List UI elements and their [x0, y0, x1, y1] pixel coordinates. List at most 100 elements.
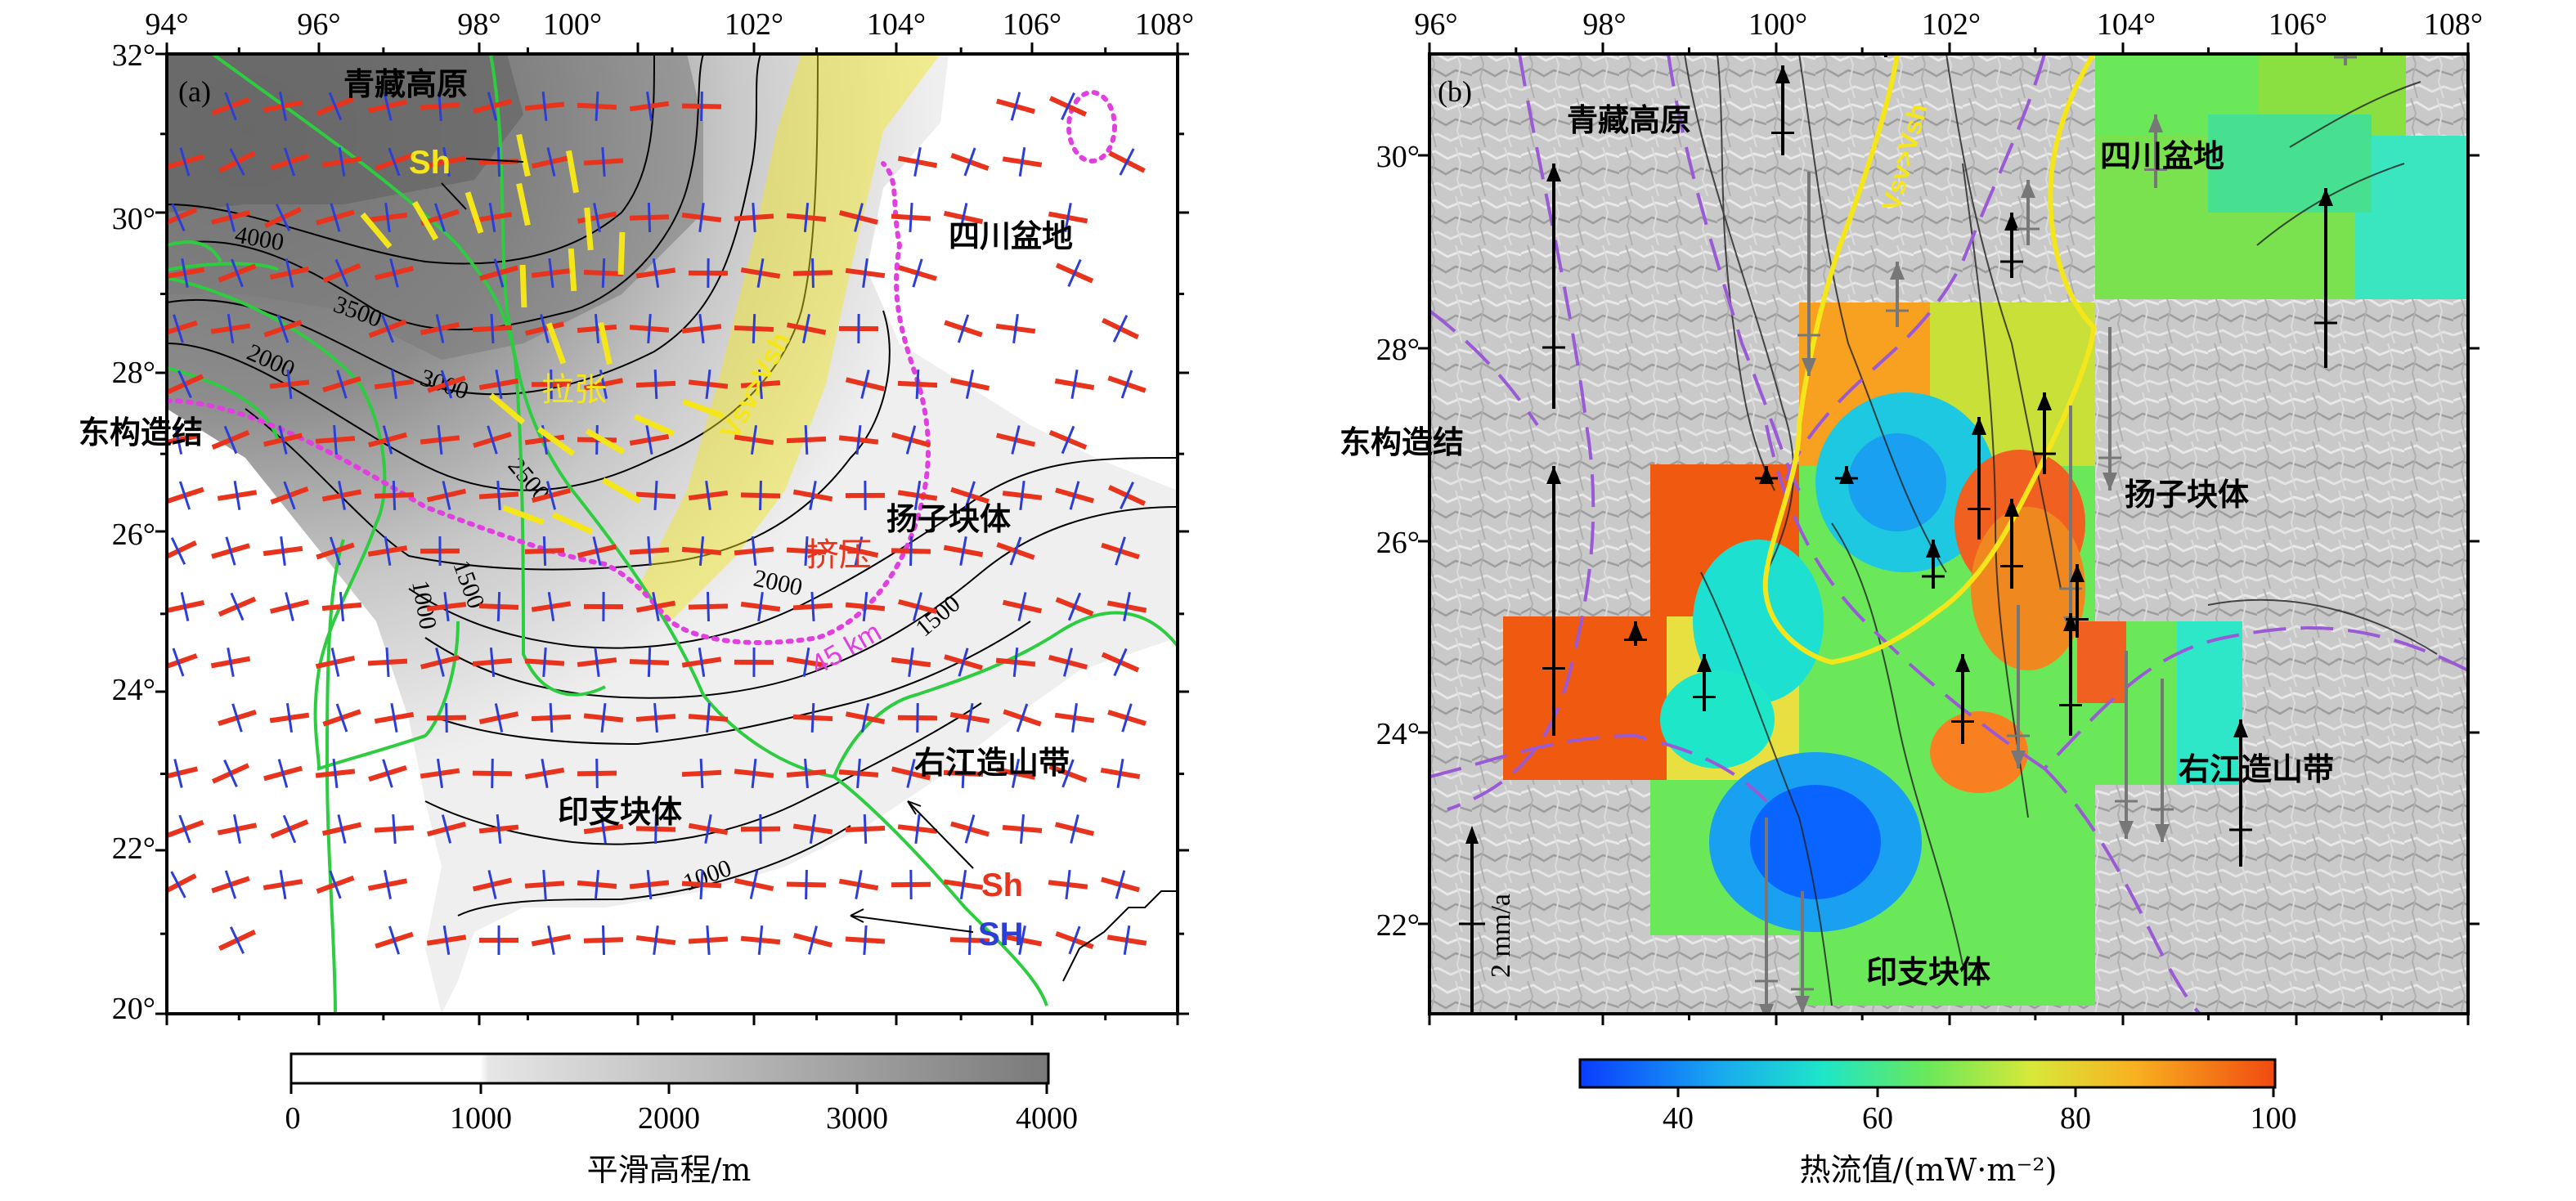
stress-cross — [531, 591, 572, 622]
stress-cross — [943, 758, 984, 789]
stress-cross — [426, 702, 467, 733]
vsv-vsh-zone — [638, 54, 940, 621]
label-plateau: 青藏高原 — [343, 66, 468, 102]
x-tick-label: 104° — [2097, 7, 2156, 42]
y-tick-label: 30° — [112, 202, 155, 236]
stress-cross — [211, 759, 250, 788]
x-tick-label: 100° — [1748, 7, 1807, 42]
y-tick-label: 22° — [1376, 908, 1420, 943]
stress-cross — [583, 258, 624, 289]
gps-arrow — [1922, 540, 1945, 589]
stress-cross — [316, 92, 355, 121]
stress-cross — [740, 813, 781, 845]
panel-b-x-ticklabels: 96° 98° 100° 102° 104° 106° 108° — [1414, 7, 2483, 42]
stress-cross — [1106, 592, 1147, 621]
stress-cross — [270, 147, 309, 177]
sh-dash — [464, 191, 484, 234]
stress-cross — [629, 647, 670, 678]
label-youjiang: 右江造山带 — [2179, 751, 2334, 787]
stress-cross — [793, 925, 832, 955]
stress-cross — [740, 925, 781, 956]
stress-cross — [1101, 648, 1140, 677]
stress-cross — [472, 758, 513, 789]
stress-cross — [316, 870, 355, 899]
gps-arrow — [2229, 719, 2252, 867]
stress-cross — [218, 258, 257, 288]
stress-cross — [792, 702, 833, 733]
stress-cross — [740, 369, 781, 400]
stress-cross — [734, 313, 774, 344]
gps-arrow — [2059, 613, 2082, 736]
gps-arrow — [1542, 466, 1565, 736]
stress-cross — [167, 871, 197, 899]
stress-cross — [1107, 482, 1147, 509]
stress-cross — [210, 313, 251, 344]
y-tick-label: 20° — [112, 992, 155, 1026]
sh-dash — [585, 428, 626, 455]
stress-cross — [688, 480, 729, 511]
stress-cross — [577, 313, 617, 344]
stress-cross — [367, 647, 408, 678]
stress-cross — [891, 425, 931, 455]
stress-cross — [167, 814, 204, 844]
stress-cross — [897, 147, 938, 177]
gps-arrow — [1771, 65, 1794, 155]
stress-cross — [629, 425, 670, 455]
stress-cross — [635, 258, 676, 289]
stress-cross — [478, 813, 519, 845]
stress-cross — [1101, 870, 1140, 899]
stress-cross — [1100, 759, 1141, 788]
stress-cross — [891, 536, 931, 567]
gps-arrow — [2000, 499, 2023, 589]
sh-extension-markers — [360, 133, 725, 535]
gps-arrow — [2033, 392, 2056, 474]
stress-cross — [838, 424, 879, 455]
stress-cross — [792, 481, 833, 510]
stress-cross — [210, 648, 251, 677]
sh-dash — [568, 248, 577, 292]
stress-cross — [891, 202, 931, 233]
legend-sh: Sh — [981, 867, 1023, 903]
label-youjiang: 右江造山带 — [914, 745, 1070, 781]
panel-a-map: 4000 3500 3000 2000 2500 2000 1500 1500 … — [79, 7, 1194, 1188]
stress-cross — [532, 481, 571, 510]
stress-cross — [218, 703, 257, 733]
stress-cross — [269, 702, 310, 733]
stress-cross — [688, 925, 729, 956]
stress-cross — [269, 258, 310, 288]
stress-cross — [321, 146, 362, 177]
x-tick-label: 106° — [1003, 7, 1061, 42]
stress-cross — [786, 314, 827, 343]
x-tick-label: 108° — [1135, 7, 1194, 42]
stress-cross — [740, 480, 781, 511]
stress-cross — [681, 313, 722, 344]
stress-cross — [263, 759, 303, 788]
scale-label: 2 mm/a — [1486, 894, 1516, 978]
stress-cross — [792, 591, 833, 622]
stress-cross — [374, 813, 415, 845]
stress-cross — [270, 814, 309, 844]
x-tick-label: 108° — [2424, 7, 2483, 42]
x-tick-label: 100° — [543, 7, 602, 42]
panel-a-y-ticklabels: 32° 30° 28° 26° 24° 22° 20° — [112, 38, 155, 1026]
stress-cross — [845, 591, 886, 622]
stress-cross — [681, 869, 722, 900]
stress-cross — [950, 814, 990, 844]
stress-cross — [478, 925, 519, 956]
stress-cross — [1048, 869, 1088, 900]
sh-dash — [516, 133, 531, 177]
stress-cross — [838, 758, 879, 789]
stress-cross — [531, 147, 572, 177]
colorbar-tick: 100 — [2251, 1101, 2297, 1136]
stress-cross — [524, 647, 565, 678]
stress-cross — [374, 369, 415, 400]
stress-cross — [167, 537, 197, 565]
stress-cross — [635, 369, 676, 400]
stress-cross — [635, 813, 676, 845]
stress-cross — [898, 592, 937, 621]
stress-cross — [263, 536, 303, 567]
stress-cross — [681, 647, 722, 678]
stress-cross — [167, 592, 205, 621]
legend-SH: SH — [978, 916, 1024, 952]
stress-cross — [479, 258, 518, 288]
